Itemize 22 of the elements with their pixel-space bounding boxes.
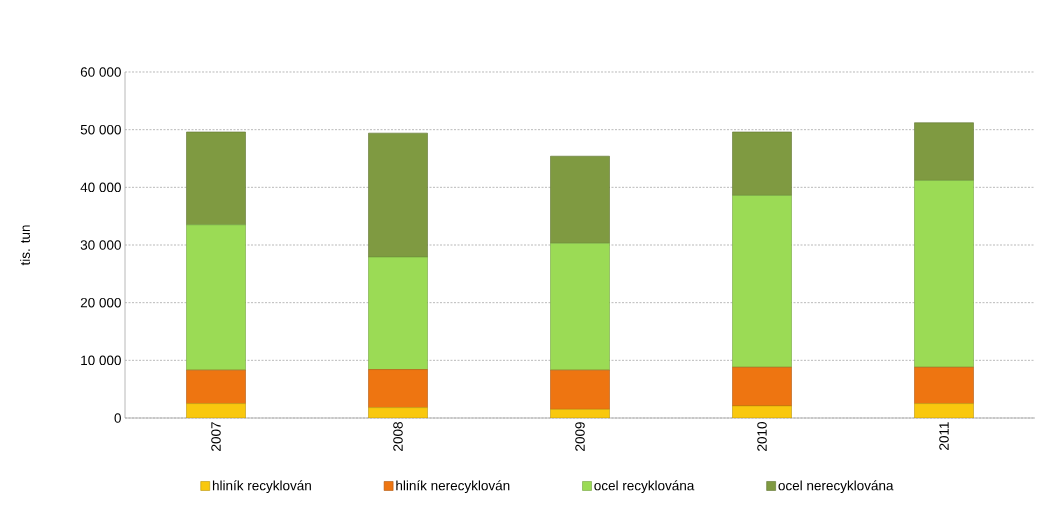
bar	[186, 369, 246, 404]
bar	[914, 366, 974, 404]
y-tick-label: 60 000	[80, 67, 121, 77]
x-tick-label: 2008	[393, 422, 403, 451]
x-tick-label: 2011	[939, 422, 949, 450]
legend-label: hliník nerecyklován	[396, 480, 510, 494]
legend-label: ocel nerecyklována	[778, 480, 894, 494]
y-tick-label: 40 000	[80, 182, 121, 193]
x-tick-label: 2009	[575, 422, 585, 451]
bar	[368, 369, 428, 408]
x-tick-label: 2007	[211, 422, 221, 451]
y-tick-label: 30 000	[80, 240, 121, 250]
bar	[732, 366, 792, 407]
legend-label: ocel recyklována	[594, 480, 695, 494]
bar	[550, 369, 610, 410]
y-axis-title: tis. tun	[20, 225, 30, 266]
x-tick-label: 2010	[757, 422, 767, 451]
y-tick-label: 50 000	[80, 124, 121, 135]
y-tick-label: 20 000	[80, 297, 121, 308]
legend-label: hliník recyklován	[212, 480, 311, 494]
y-tick-label: 0	[114, 413, 121, 423]
y-tick-label: 10 000	[81, 355, 121, 366]
